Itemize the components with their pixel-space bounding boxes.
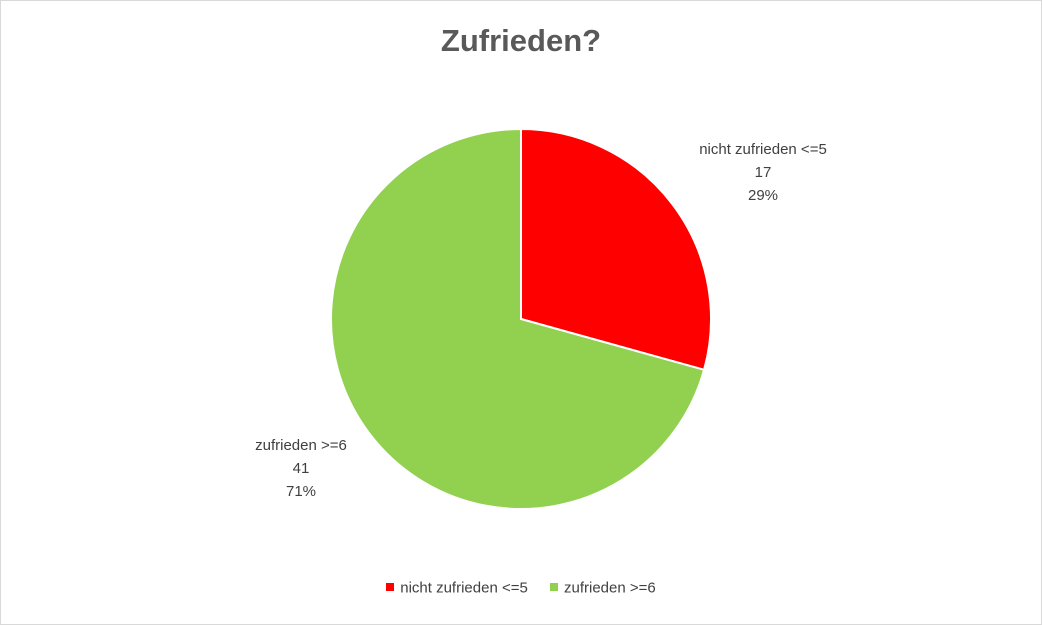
- data-label-nicht-zufrieden: nicht zufrieden <=5 17 29%: [683, 138, 843, 207]
- pie-slice-0: [520, 127, 712, 372]
- legend-label: nicht zufrieden <=5: [400, 579, 528, 597]
- data-label-percent: 71%: [285, 483, 317, 500]
- pie-slice-1: [330, 127, 706, 510]
- legend-item-nicht-zufrieden: nicht zufrieden <=5: [386, 579, 528, 597]
- chart-legend: nicht zufrieden <=5 zufrieden >=6: [1, 579, 1041, 597]
- legend-item-zufrieden: zufrieden >=6: [550, 579, 656, 597]
- legend-label: zufrieden >=6: [564, 579, 656, 597]
- data-label-value: 41: [292, 460, 310, 477]
- data-label-category: nicht zufrieden <=5: [699, 141, 827, 158]
- data-label-zufrieden: zufrieden >=6 41 71%: [221, 434, 381, 503]
- data-label-percent: 29%: [747, 187, 779, 204]
- legend-swatch-red: [386, 583, 395, 592]
- chart-title: Zufrieden?: [440, 23, 602, 58]
- data-label-value: 17: [754, 164, 772, 181]
- legend-swatch-green: [550, 583, 558, 592]
- data-label-category: zufrieden >=6: [255, 437, 347, 454]
